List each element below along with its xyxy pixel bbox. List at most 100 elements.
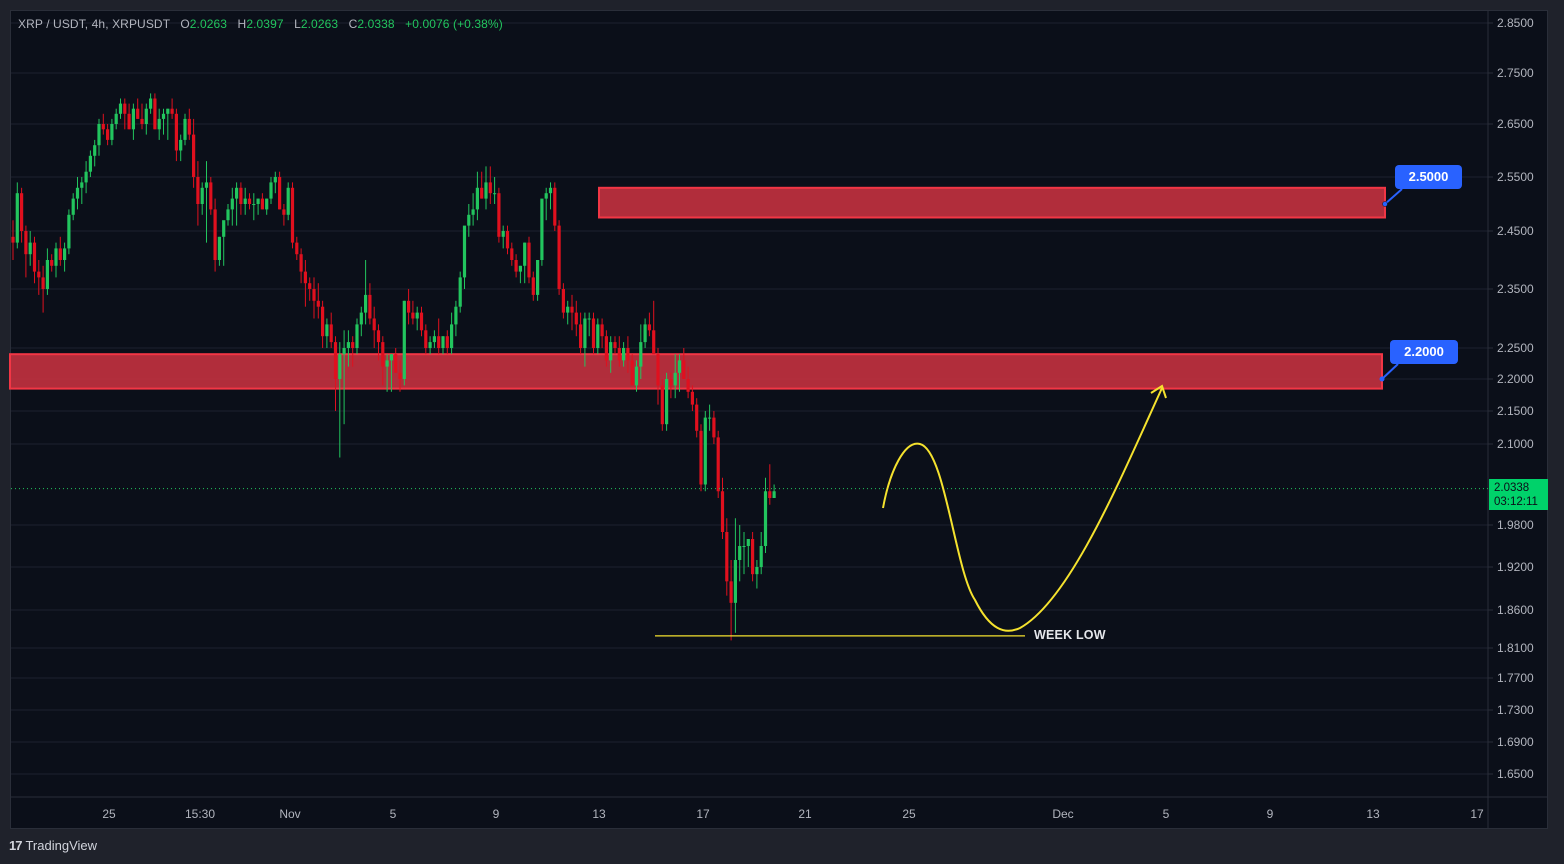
price-label: 1.6500 bbox=[1497, 767, 1534, 781]
candle-body bbox=[703, 417, 707, 485]
candle-body bbox=[166, 108, 170, 114]
zone-resistance-2.20[interactable] bbox=[9, 353, 1383, 390]
candle-body bbox=[424, 330, 428, 348]
time-label: 13 bbox=[592, 807, 606, 821]
time-label: 9 bbox=[1267, 807, 1274, 821]
candle-body bbox=[660, 385, 664, 425]
time-label: 9 bbox=[493, 807, 500, 821]
candle-body bbox=[536, 260, 540, 295]
candle-body bbox=[540, 198, 544, 260]
price-label: 2.4500 bbox=[1497, 224, 1534, 238]
candle-body bbox=[28, 242, 32, 255]
time-axis[interactable]: 25 15:30 Nov 5 9 13 17 21 25 Dec 5 9 13 17 bbox=[102, 807, 1484, 821]
tradingview-logo[interactable]: 17 TradingView bbox=[9, 838, 97, 853]
callout-2200-label: 2.2000 bbox=[1404, 344, 1444, 359]
candle-body bbox=[647, 324, 651, 331]
candle-body bbox=[673, 372, 677, 386]
candle-body bbox=[106, 129, 110, 140]
candle-body bbox=[161, 113, 166, 119]
price-label: 1.8100 bbox=[1497, 641, 1534, 655]
candle-body bbox=[308, 283, 312, 289]
candle-body bbox=[54, 248, 58, 266]
candle-body bbox=[368, 294, 372, 319]
candle-body bbox=[600, 324, 604, 337]
candle-body bbox=[497, 193, 501, 237]
symbol-title[interactable]: XRP / USDT, 4h, XRPUSDT bbox=[18, 17, 170, 31]
candle-body bbox=[321, 306, 325, 337]
candle-body bbox=[63, 248, 67, 260]
candle-body bbox=[385, 360, 389, 367]
time-label: 17 bbox=[1470, 807, 1484, 821]
candle-body bbox=[67, 214, 71, 249]
candle-body bbox=[389, 354, 393, 361]
candle-body bbox=[58, 248, 62, 260]
callout-2200[interactable]: 2.2000 bbox=[1390, 340, 1458, 364]
candle-body bbox=[432, 336, 436, 343]
candle-body bbox=[372, 318, 376, 331]
price-label: 2.7500 bbox=[1497, 66, 1534, 80]
price-axis[interactable]: 2.8500 2.7500 2.6500 2.5500 2.4500 2.3500 2.25… bbox=[1488, 16, 1534, 781]
candle-body bbox=[613, 342, 617, 348]
candle-body bbox=[751, 539, 755, 575]
candle-body bbox=[553, 187, 557, 226]
candle-body bbox=[643, 324, 647, 343]
candle-body bbox=[501, 231, 505, 237]
candle-body bbox=[682, 360, 686, 379]
candle-body bbox=[75, 187, 80, 199]
candle-body bbox=[759, 546, 763, 567]
candle-body bbox=[510, 248, 514, 260]
candle-body bbox=[286, 187, 290, 215]
candle-body bbox=[213, 209, 217, 260]
candle-body bbox=[634, 366, 639, 386]
price-label: 2.1500 bbox=[1497, 404, 1534, 418]
candle-body bbox=[471, 209, 475, 215]
symbol-legend: XRP / USDT, 4h, XRPUSDT O2.0263 H2.0397 … bbox=[18, 17, 503, 31]
candle-body bbox=[11, 236, 15, 243]
candle-body bbox=[596, 324, 600, 348]
candle-body bbox=[127, 113, 131, 130]
candle-body bbox=[755, 567, 759, 575]
time-label: 13 bbox=[1366, 807, 1380, 821]
candle-body bbox=[458, 277, 462, 307]
time-label: 25 bbox=[902, 807, 916, 821]
zone-resistance-2.50[interactable] bbox=[598, 186, 1386, 219]
price-label: 2.3500 bbox=[1497, 282, 1534, 296]
candle-body bbox=[523, 242, 527, 266]
open-value: 2.0263 bbox=[189, 17, 228, 31]
change-value: +0.0076 (+0.38%) bbox=[405, 17, 503, 31]
candle-body bbox=[484, 182, 488, 199]
time-label: 5 bbox=[390, 807, 397, 821]
resistance-zones[interactable] bbox=[9, 186, 1386, 390]
candle-body bbox=[518, 265, 522, 272]
candle-body bbox=[41, 277, 45, 289]
candle-body bbox=[604, 336, 608, 361]
drawings[interactable] bbox=[11, 188, 1488, 637]
candle-body bbox=[772, 491, 776, 498]
candle-body bbox=[20, 193, 24, 231]
candle-body bbox=[290, 187, 295, 243]
candle-body bbox=[15, 193, 19, 243]
week-low-label[interactable]: WEEK LOW bbox=[1034, 628, 1106, 642]
candle-body bbox=[437, 336, 441, 348]
price-label: 2.5500 bbox=[1497, 170, 1534, 184]
candle-body bbox=[239, 187, 243, 204]
candle-body bbox=[136, 108, 140, 119]
candle-body bbox=[514, 260, 518, 272]
candle-body bbox=[768, 491, 772, 498]
candle-body bbox=[260, 198, 264, 210]
callout-2500[interactable]: 2.5000 bbox=[1395, 165, 1462, 189]
candle-body bbox=[445, 336, 449, 348]
candle-body bbox=[359, 312, 363, 325]
price-label: 1.9800 bbox=[1497, 518, 1534, 532]
candle-body bbox=[488, 182, 492, 194]
candle-body bbox=[587, 318, 591, 320]
candle-body bbox=[742, 546, 746, 547]
price-label: 1.7700 bbox=[1497, 671, 1534, 685]
callout-connector bbox=[1381, 363, 1399, 380]
candle-body bbox=[222, 220, 226, 237]
time-label: Nov bbox=[279, 807, 300, 821]
candle-body bbox=[617, 348, 621, 361]
projection-curve[interactable] bbox=[882, 387, 1163, 632]
candle-body bbox=[411, 312, 415, 319]
